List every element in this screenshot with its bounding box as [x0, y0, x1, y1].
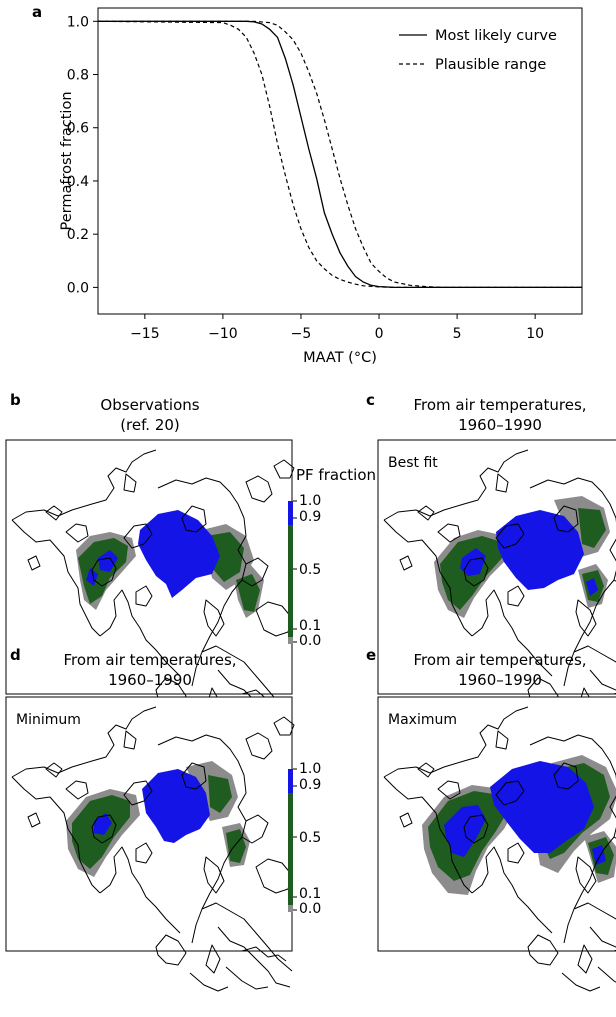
colorbar-label-0-5: 0.5	[299, 562, 321, 578]
panel-d-title-line2: 1960–1990	[108, 671, 192, 689]
x-tick-label: −5	[291, 326, 312, 342]
x-axis-label: MAAT (°C)	[303, 350, 377, 366]
colorbar-label-1-0: 1.0	[299, 761, 321, 777]
y-tick-label: 0.0	[67, 280, 89, 296]
y-axis-ticks: 0.0 0.2 0.4 0.6 0.8 1.0	[67, 14, 98, 296]
x-tick-label: −15	[130, 326, 160, 342]
pf-green-fill	[78, 532, 260, 612]
panel-e: e From air temperatures, 1960–1990 Ma	[366, 646, 616, 992]
map-observations	[5, 439, 295, 735]
x-tick-label: −10	[208, 326, 238, 342]
x-tick-label: 10	[526, 326, 544, 342]
x-axis-ticks: −15 −10 −5 0 5 10	[130, 314, 544, 342]
colorbar-title: PF fraction	[296, 466, 376, 484]
panel-b-title-line2: (ref. 20)	[120, 416, 180, 434]
y-tick-label: 0.6	[67, 121, 89, 137]
y-tick-label: 0.8	[67, 68, 89, 84]
y-axis-label: Permafrost fraction	[59, 91, 75, 230]
panel-c: c From air temperatures, 1960–1990 Be	[366, 391, 616, 735]
colorbar-label-0-5: 0.5	[299, 830, 321, 846]
panel-label-e: e	[366, 646, 376, 664]
panel-b-title-line1: Observations	[100, 396, 199, 414]
map-minimum: Minimum	[5, 696, 295, 992]
panel-b: b Observations (ref. 20)	[5, 391, 295, 735]
plot-frame	[97, 7, 583, 315]
panel-d-title-line1: From air temperatures,	[63, 651, 236, 669]
colorbar-label-1-0: 1.0	[299, 493, 321, 509]
panel-label-a: a	[32, 3, 42, 21]
panel-d: d From air temperatures, 1960–1990 Minim…	[5, 646, 295, 992]
y-tick-label: 1.0	[67, 14, 89, 30]
panel-e-title-line1: From air temperatures,	[413, 651, 586, 669]
pf-blue-fill	[460, 510, 598, 596]
x-tick-label: 5	[453, 326, 462, 342]
map-best-fit: Best fit	[377, 439, 616, 735]
x-tick-label: 0	[375, 326, 384, 342]
inset-label-best-fit: Best fit	[388, 455, 438, 471]
series-plausible-range-1	[97, 20, 582, 288]
colorbar-label-0-0: 0.0	[299, 901, 321, 917]
legend: Most likely curve Plausible range	[399, 28, 557, 73]
y-tick-label: 0.2	[67, 227, 89, 243]
colorbar-label-0-1: 0.1	[299, 886, 321, 902]
pf-blue-fill	[86, 510, 220, 598]
colorbar-label-0-9: 0.9	[299, 777, 321, 793]
colorbar-label-0-9: 0.9	[299, 509, 321, 525]
colorbar-top: PF fraction 1.0 0.9 0.5 0.1 0.0	[288, 466, 376, 649]
pf-blue-fill	[94, 769, 210, 843]
panel-label-b: b	[10, 391, 21, 409]
inset-label-maximum: Maximum	[388, 712, 457, 728]
inset-label-minimum: Minimum	[16, 712, 81, 728]
panel-label-c: c	[366, 391, 375, 409]
colorbar-bottom: 1.0 0.9 0.5 0.1 0.0	[288, 761, 321, 917]
panel-c-title-line2: 1960–1990	[458, 416, 542, 434]
panel-a: a 0.0 0.2 0.4 0.6 0.8 1.0 −15 −10 −5 0 5 10 Permaf…	[32, 3, 583, 366]
map-maximum: Maximum	[377, 696, 616, 992]
colorbar-label-0-1: 0.1	[299, 618, 321, 634]
series-most-likely-curve	[98, 20, 582, 289]
series-lines	[97, 20, 582, 289]
colorbar-label-0-0: 0.0	[299, 633, 321, 649]
y-tick-label: 0.4	[67, 174, 89, 190]
panel-c-title-line1: From air temperatures,	[413, 396, 586, 414]
legend-dashed-label: Plausible range	[435, 57, 546, 73]
legend-solid-label: Most likely curve	[435, 28, 557, 44]
panel-label-d: d	[10, 646, 21, 664]
panel-e-title-line2: 1960–1990	[458, 671, 542, 689]
